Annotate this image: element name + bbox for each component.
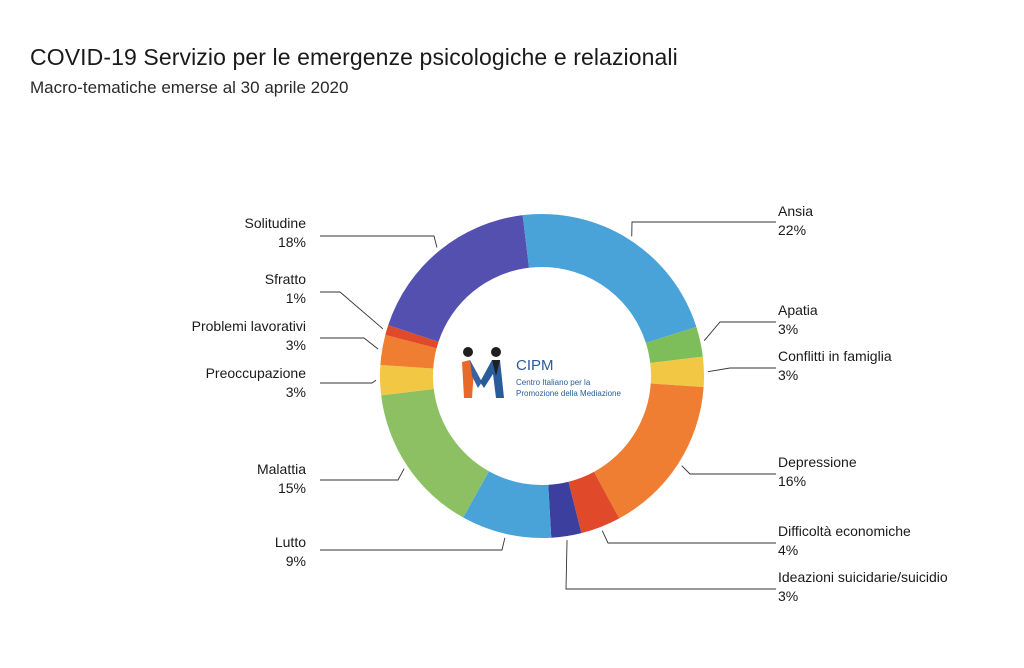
value-ideazioni-suicidarie-suicidio: 3% bbox=[778, 588, 798, 604]
slice-conflitti-in-famiglia bbox=[650, 356, 704, 388]
slice-ideazioni-suicidarie-suicidio bbox=[548, 481, 582, 538]
logo-line2: Promozione della Mediazione bbox=[516, 389, 622, 398]
value-conflitti-in-famiglia: 3% bbox=[778, 367, 798, 383]
logo-name: CIPM bbox=[516, 357, 554, 374]
donut-slices bbox=[380, 214, 704, 538]
leader-solitudine bbox=[320, 235, 438, 248]
cipm-mark-icon bbox=[462, 347, 504, 398]
leader-preoccupazione bbox=[320, 379, 377, 384]
value-lutto: 9% bbox=[286, 553, 306, 569]
leader-problemi-lavorativi bbox=[320, 337, 379, 350]
leader-malattia bbox=[320, 468, 405, 481]
slice-preoccupazione bbox=[380, 364, 434, 396]
value-sfratto: 1% bbox=[286, 290, 306, 306]
label-problemi-lavorativi: Problemi lavorativi bbox=[192, 318, 306, 334]
slice-depressione bbox=[593, 383, 704, 519]
label-apatia: Apatia bbox=[778, 302, 818, 318]
leader-conflitti-in-famiglia bbox=[707, 367, 776, 373]
value-solitudine: 18% bbox=[278, 234, 306, 250]
label-depressione: Depressione bbox=[778, 454, 857, 470]
label-difficolta-economiche: Difficoltà economiche bbox=[778, 523, 911, 539]
page-subtitle: Macro-tematiche emerse al 30 aprile 2020 bbox=[30, 78, 349, 97]
label-preoccupazione: Preoccupazione bbox=[206, 365, 307, 381]
slice-problemi-lavorativi bbox=[380, 334, 437, 369]
value-preoccupazione: 3% bbox=[286, 384, 306, 400]
value-difficolta-economiche: 4% bbox=[778, 542, 798, 558]
label-solitudine: Solitudine bbox=[245, 215, 307, 231]
slice-lutto bbox=[463, 471, 552, 538]
leader-difficolta-economiche bbox=[601, 530, 776, 544]
slice-solitudine bbox=[388, 215, 529, 342]
leader-depressione bbox=[681, 465, 776, 475]
leader-apatia bbox=[703, 321, 776, 341]
logo-line1: Centro Italiano per la bbox=[516, 378, 591, 387]
value-apatia: 3% bbox=[778, 321, 798, 337]
value-depressione: 16% bbox=[778, 473, 806, 489]
leader-sfratto bbox=[320, 291, 384, 330]
label-conflitti-in-famiglia: Conflitti in famiglia bbox=[778, 348, 892, 364]
value-ansia: 22% bbox=[778, 222, 806, 238]
slice-labels: Ansia 22% Apatia 3% Conflitti in famiglia 3% D… bbox=[192, 203, 948, 604]
leader-ansia bbox=[631, 221, 776, 237]
slice-malattia bbox=[381, 389, 489, 518]
label-ideazioni-suicidarie-suicidio: Ideazioni suicidarie/suicidio bbox=[778, 569, 948, 585]
slice-apatia bbox=[645, 326, 703, 363]
leader-lines bbox=[320, 221, 776, 590]
slice-ansia bbox=[522, 214, 697, 343]
leader-ideazioni-suicidarie-suicidio bbox=[565, 540, 776, 590]
value-problemi-lavorativi: 3% bbox=[286, 337, 306, 353]
label-lutto: Lutto bbox=[275, 534, 306, 550]
cipm-logo: CIPM Centro Italiano per la Promozione d… bbox=[462, 347, 622, 398]
label-ansia: Ansia bbox=[778, 203, 813, 219]
value-malattia: 15% bbox=[278, 480, 306, 496]
page-title: COVID-19 Servizio per le emergenze psico… bbox=[30, 44, 678, 70]
leader-lutto bbox=[320, 537, 506, 551]
label-malattia: Malattia bbox=[257, 461, 306, 477]
slice-sfratto bbox=[385, 325, 439, 349]
label-sfratto: Sfratto bbox=[265, 271, 306, 287]
slice-difficolta-economiche bbox=[568, 471, 620, 534]
